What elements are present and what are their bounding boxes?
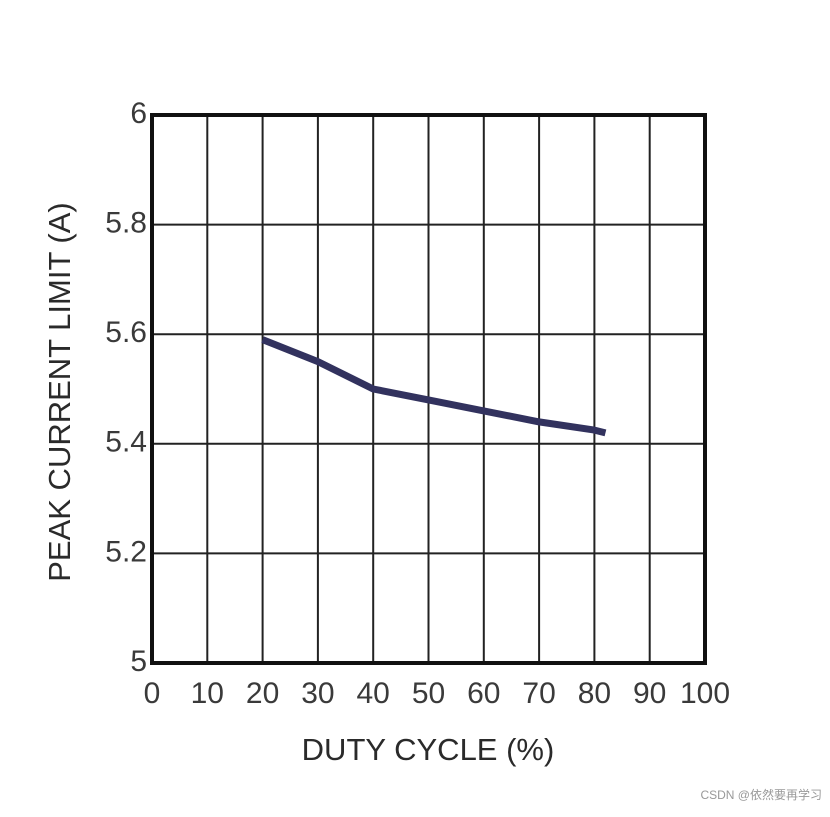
x-tick-label: 100 [680,677,730,710]
x-tick-label: 10 [191,677,224,710]
x-tick-label: 0 [144,677,161,710]
y-tick-label: 5.2 [105,535,147,568]
x-tick-label: 30 [301,677,334,710]
y-tick-label: 6 [130,97,147,130]
x-tick-label: 50 [412,677,445,710]
x-tick-label: 90 [633,677,666,710]
x-tick-label: 20 [246,677,279,710]
x-tick-label: 70 [522,677,555,710]
x-axis-title: DUTY CYCLE (%) [302,732,555,767]
y-axis-title: PEAK CURRENT LIMIT (A) [42,202,77,582]
y-tick-label: 5.4 [105,426,147,459]
x-tick-label: 80 [578,677,611,710]
plot-frame [150,113,707,665]
watermark: CSDN @依然要再学习 [700,787,822,802]
y-tick-label: 5.6 [105,316,147,349]
y-tick-label: 5.8 [105,207,147,240]
y-tick-label: 5 [130,645,147,678]
x-tick-label: 40 [357,677,390,710]
data-line [261,336,607,437]
x-tick-label: 60 [467,677,500,710]
